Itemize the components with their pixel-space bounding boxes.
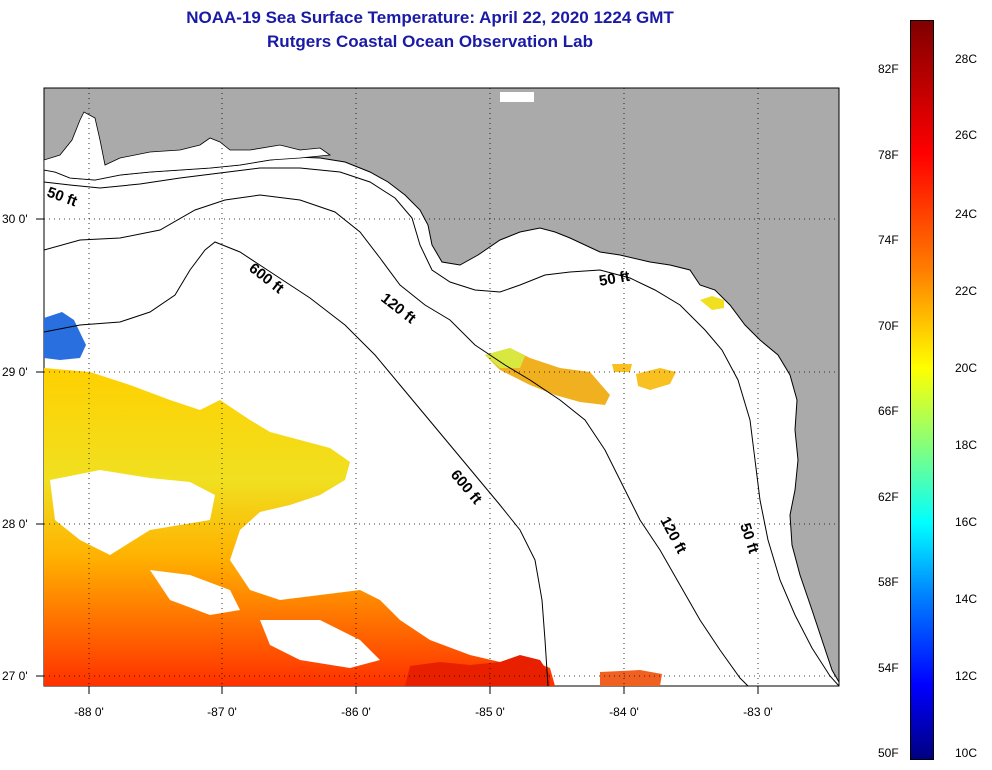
colorbar-f-label: 62F — [878, 490, 899, 504]
lat-label: 27 0' — [2, 669, 28, 683]
sst-gap-white — [50, 470, 215, 555]
lake-patch — [500, 92, 534, 102]
lon-label: -87 0' — [207, 705, 237, 719]
colorbar-c-label: 10C — [955, 746, 978, 760]
contour-600ft-line — [44, 241, 549, 686]
contour-50ft-line — [44, 167, 839, 686]
lon-label: -88 0' — [74, 705, 104, 719]
lon-label: -85 0' — [475, 705, 505, 719]
contour-label-50ft-north: 50 ft — [598, 268, 631, 290]
sst-patch-east — [636, 368, 676, 390]
sst-patch-west-blue — [44, 312, 86, 360]
colorbar-f-label: 78F — [878, 148, 899, 162]
colorbar-c-label: 18C — [955, 438, 978, 452]
colorbar-c-label: 28C — [955, 52, 978, 66]
contour-120ft-line — [44, 194, 749, 686]
sst-gap-white-2 — [150, 570, 240, 615]
lat-label: 30 0' — [2, 212, 28, 226]
colorbar-f-label: 54F — [878, 661, 899, 675]
sst-patch-south-west — [44, 368, 555, 686]
lat-label: 29 0' — [2, 365, 28, 379]
sst-map: 50 ft 50 ft 50 ft 120 ft 120 ft 600 ft 6… — [2, 87, 840, 719]
colorbar-f-label: 58F — [878, 575, 899, 589]
lat-label: 28 0' — [2, 517, 28, 531]
sst-patch-east-2 — [612, 364, 632, 372]
colorbar-f-label: 82F — [878, 62, 899, 76]
colorbar-f-label: 70F — [878, 319, 899, 333]
colorbar-c-label: 20C — [955, 361, 978, 375]
colorbar-c-label: 22C — [955, 284, 978, 298]
lon-label: -86 0' — [341, 705, 371, 719]
lon-label: -84 0' — [609, 705, 639, 719]
sst-gap-white-3 — [260, 620, 380, 668]
sst-patch-coastal — [700, 296, 724, 310]
sst-patch-south-east — [600, 670, 662, 686]
colorbar-f-label: 50F — [878, 746, 899, 760]
temperature-colorbar — [910, 20, 934, 760]
colorbar-f-label: 74F — [878, 233, 899, 247]
map-subtitle: Rutgers Coastal Ocean Observation Lab — [267, 32, 593, 51]
colorbar-f-label: 66F — [878, 404, 899, 418]
colorbar-c-label: 26C — [955, 128, 978, 142]
colorbar-c-label: 14C — [955, 592, 978, 606]
axis-ticks — [36, 218, 759, 694]
colorbar-c-label: 24C — [955, 207, 978, 221]
colorbar-c-label: 16C — [955, 515, 978, 529]
colorbar-c-label: 12C — [955, 669, 978, 683]
map-title: NOAA-19 Sea Surface Temperature: April 2… — [186, 8, 674, 27]
bay-mobile — [44, 88, 332, 181]
sst-patch-south-red — [405, 655, 550, 686]
lon-label: -83 0' — [743, 705, 773, 719]
sst-patch-central-green — [485, 348, 525, 368]
